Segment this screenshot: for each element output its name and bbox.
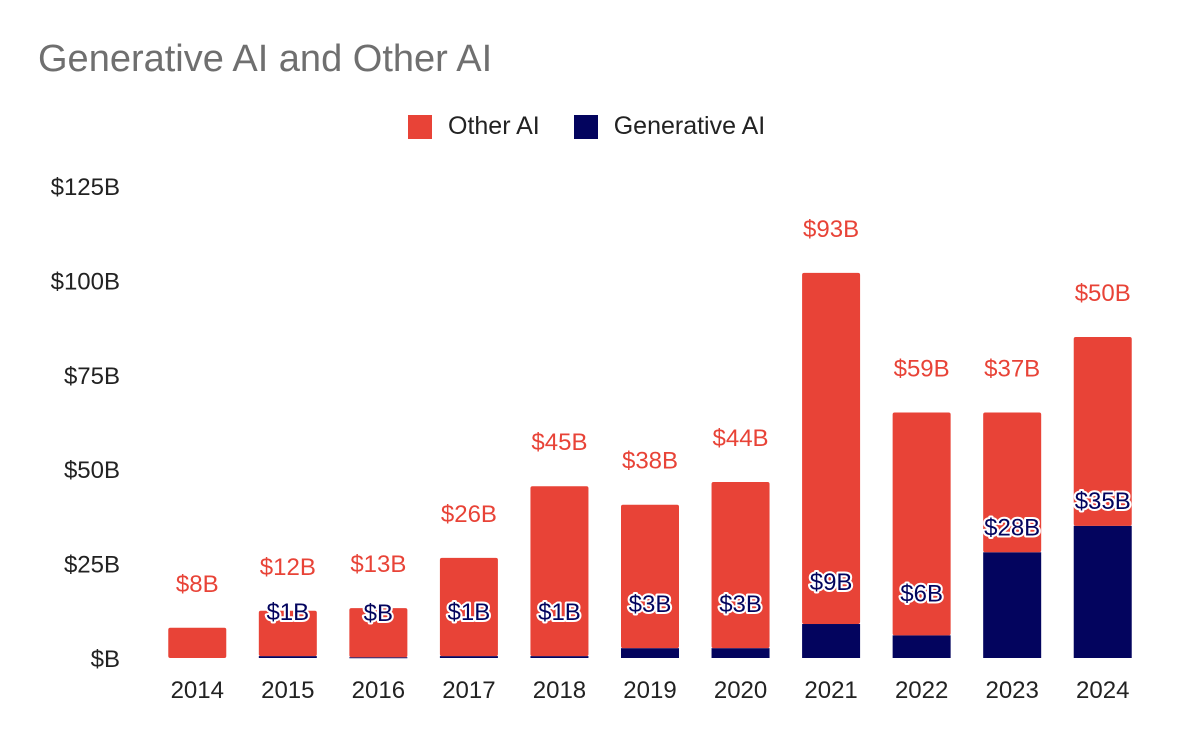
bar-generative-ai (439, 656, 498, 658)
x-tick-label: 2017 (442, 677, 495, 704)
y-tick-label: $25B (64, 552, 120, 579)
bar-other-ai (258, 610, 317, 657)
data-label-other-ai: $26B (441, 501, 497, 528)
data-label-other-ai: $12B (260, 554, 316, 581)
data-label-generative-ai: $B (364, 600, 393, 627)
data-label-other-ai: $13B (350, 551, 406, 578)
y-tick-label: $100B (51, 268, 120, 295)
bar-other-ai (349, 608, 408, 658)
y-tick-label: $50B (64, 457, 120, 484)
data-label-other-ai: $59B (894, 356, 950, 383)
bar-other-ai (168, 627, 227, 658)
x-tick-label: 2024 (1076, 677, 1129, 704)
bar-generative-ai (349, 657, 408, 659)
bar-other-ai (621, 504, 679, 649)
data-label-other-ai: $45B (531, 429, 587, 456)
bar-generative-ai (621, 648, 679, 658)
x-tick-label: 2015 (261, 677, 314, 704)
data-label-other-ai: $44B (713, 425, 769, 452)
data-label-generative-ai: $28B (984, 514, 1040, 541)
x-tick-label: 2021 (804, 677, 857, 704)
legend-item-other-ai: Other AI (408, 112, 540, 141)
bar-generative-ai (802, 624, 861, 658)
bar-other-ai (1073, 337, 1132, 526)
y-tick-label: $125B (51, 174, 120, 201)
x-tick-label: 2014 (171, 677, 224, 704)
bar-other-ai (802, 272, 861, 625)
legend-item-generative-ai: Generative AI (573, 112, 766, 141)
data-label-generative-ai: $1B (448, 599, 491, 626)
bar-generative-ai (258, 656, 317, 658)
bar-other-ai (530, 486, 589, 657)
bar-generative-ai (711, 648, 770, 658)
data-label-other-ai: $93B (803, 216, 859, 243)
data-label-generative-ai: $6B (900, 580, 943, 607)
data-label-generative-ai: $3B (629, 591, 672, 618)
chart-title: Generative AI and Other AI (38, 38, 493, 80)
data-label-other-ai: $38B (622, 448, 678, 475)
y-tick-label: $75B (64, 363, 120, 390)
bar-generative-ai (1073, 525, 1132, 658)
data-label-generative-ai: $3B (719, 591, 762, 618)
chart-legend: Other AI Generative AI (408, 112, 799, 141)
data-label-generative-ai: $1B (266, 599, 309, 626)
bar-other-ai (711, 482, 770, 649)
data-label-generative-ai: $35B (1075, 488, 1131, 515)
data-label-other-ai: $50B (1075, 280, 1131, 307)
legend-label-other-ai: Other AI (448, 112, 540, 140)
bar-other-ai (439, 557, 498, 657)
data-label-other-ai: $8B (176, 571, 219, 598)
x-tick-label: 2022 (895, 677, 948, 704)
y-tick-label: $B (91, 646, 120, 673)
x-tick-label: 2019 (623, 677, 676, 704)
data-label-generative-ai: $1B (538, 599, 581, 626)
bar-generative-ai (530, 656, 589, 658)
x-tick-label: 2023 (985, 677, 1038, 704)
x-tick-label: 2016 (352, 677, 405, 704)
data-label-other-ai: $37B (984, 356, 1040, 383)
data-label-generative-ai: $9B (810, 569, 853, 596)
x-tick-label: 2020 (714, 677, 767, 704)
bar-other-ai (983, 412, 1042, 553)
legend-swatch-other-ai (408, 114, 432, 139)
legend-label-generative-ai: Generative AI (613, 112, 766, 140)
bar-generative-ai (983, 552, 1042, 658)
legend-swatch-generative-ai (573, 114, 598, 139)
x-tick-label: 2018 (533, 677, 586, 704)
bar-other-ai (892, 412, 951, 636)
bar-generative-ai (892, 635, 951, 658)
